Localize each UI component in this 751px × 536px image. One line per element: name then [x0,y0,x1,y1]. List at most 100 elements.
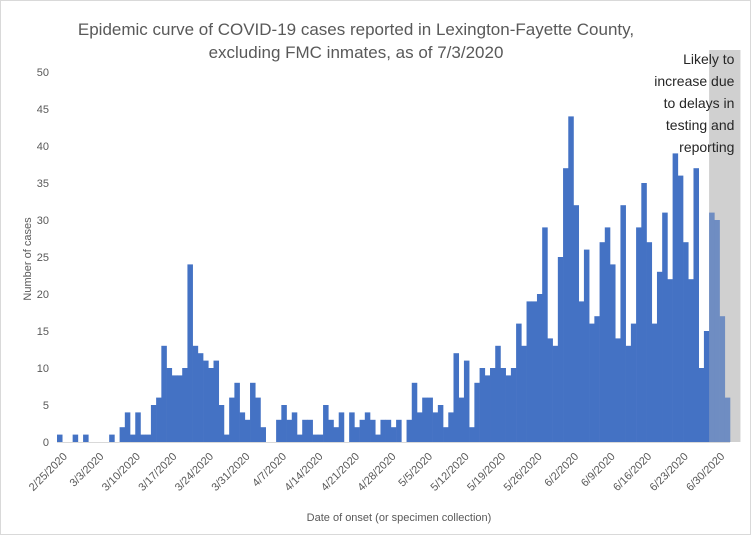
y-tick-label: 5 [43,400,49,412]
bar [150,405,157,442]
x-tick-label: 6/16/2020 [611,451,654,494]
bar [171,375,178,442]
shaded-region-annotation-line: reporting [679,139,734,155]
bar [161,345,167,442]
bar [510,368,517,442]
bar [531,301,538,442]
bar [145,434,152,442]
bar [109,434,115,442]
bar [385,419,392,442]
y-tick-label: 20 [37,289,49,301]
x-axis-label: Date of onset (or specimen collection) [307,512,492,524]
chart-title-line-2: excluding FMC inmates, as of 7/3/2020 [209,43,504,62]
bar [630,323,637,442]
bar [500,368,506,442]
bar [688,279,694,442]
y-tick-label: 15 [37,326,49,338]
y-axis-ticks: 0 5 10 15 20 25 30 35 40 45 50 [37,67,49,449]
bar [526,301,533,442]
bar [197,353,204,442]
x-tick-label: 4/28/2020 [356,451,399,494]
bar [192,345,199,442]
x-tick-label: 5/26/2020 [502,451,545,494]
x-tick-label: 3/17/2020 [136,451,179,494]
shaded-region-annotation: Likely to increase due to delays in testing… [654,51,734,155]
bar [636,227,642,442]
bar [260,427,266,442]
bar [223,434,230,442]
x-tick-label: 6/30/2020 [684,451,727,494]
bar [364,412,371,442]
bar [166,368,173,442]
x-tick-label: 5/12/2020 [429,451,472,494]
bar [437,405,444,442]
bar [672,153,679,442]
bar [505,375,512,442]
bar [276,419,282,442]
bar [307,419,313,442]
bar [250,382,256,442]
bar [432,412,439,442]
bar [328,419,334,442]
bar [625,345,632,442]
bar [677,175,684,442]
bar [662,212,668,442]
x-axis-ticks: 2/25/20203/3/20203/10/20203/17/20203/24/… [27,451,727,494]
bar [291,412,298,442]
bar [281,405,287,442]
shaded-region-annotation-line: testing and [666,117,735,133]
bar [448,412,454,442]
bar [563,168,569,442]
bar [135,412,141,442]
bar [119,427,126,442]
bar [573,205,580,442]
bar [719,316,726,442]
bar [604,227,611,442]
bar [714,220,720,442]
bar [610,264,616,442]
bar [239,412,246,442]
bar [724,397,731,442]
bar-layer [57,116,731,443]
bar [296,434,303,442]
bar [594,316,600,442]
bar [703,331,710,442]
bar [646,242,653,442]
x-tick-label: 6/23/2020 [648,451,691,494]
shaded-region-overlay [709,50,741,442]
y-tick-label: 10 [37,363,49,375]
bar [130,434,136,442]
bar [443,427,449,442]
bar [416,412,423,442]
bar [469,427,475,442]
bar [375,434,381,442]
bar [568,116,574,443]
bar [427,397,433,442]
shaded-overlay-layer [709,50,741,442]
bar [583,249,590,442]
bar [359,419,366,442]
bar [302,419,308,442]
bar [229,397,235,442]
bar [422,397,428,442]
bar [490,368,496,442]
bar [140,434,146,442]
y-tick-label: 50 [37,67,49,79]
bar [536,294,543,442]
bar [333,427,340,442]
bar [693,168,699,442]
y-tick-label: 0 [43,437,49,449]
bar [317,434,324,442]
bar [453,353,460,442]
bar [323,405,329,442]
shaded-region-annotation-line: to delays in [664,95,735,111]
shaded-region-annotation-line: increase due [654,73,734,89]
bar [182,368,188,442]
x-tick-label: 5/19/2020 [465,451,508,494]
bar [552,345,559,442]
bar [542,227,548,442]
bar [83,434,89,442]
bar [463,360,470,442]
bar [547,338,553,442]
